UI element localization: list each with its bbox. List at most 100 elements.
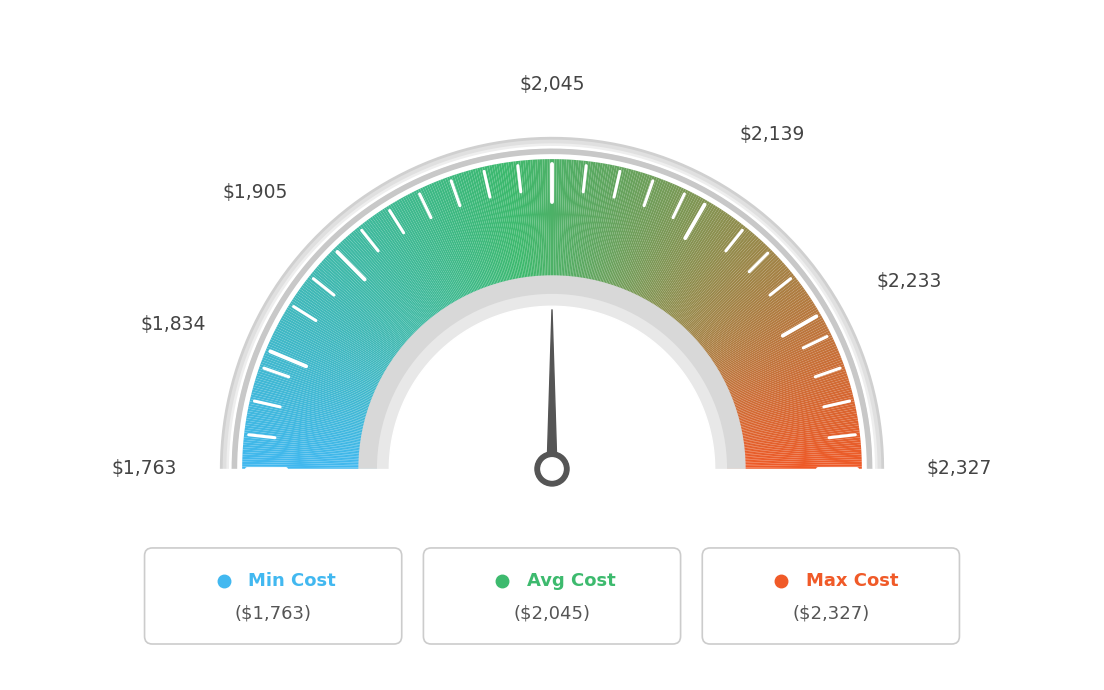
- Wedge shape: [611, 177, 659, 306]
- Wedge shape: [709, 335, 832, 395]
- Wedge shape: [638, 200, 708, 319]
- Wedge shape: [343, 238, 436, 341]
- Wedge shape: [497, 164, 522, 298]
- Wedge shape: [698, 301, 814, 376]
- Wedge shape: [724, 430, 860, 448]
- Wedge shape: [720, 392, 852, 427]
- Wedge shape: [722, 406, 856, 435]
- Wedge shape: [375, 213, 455, 326]
- Wedge shape: [347, 235, 438, 339]
- Wedge shape: [681, 262, 785, 354]
- Wedge shape: [696, 295, 809, 373]
- Wedge shape: [284, 311, 403, 382]
- Wedge shape: [382, 208, 458, 324]
- Wedge shape: [315, 268, 420, 357]
- Wedge shape: [351, 232, 440, 337]
- Wedge shape: [577, 163, 601, 297]
- Wedge shape: [275, 328, 397, 391]
- Wedge shape: [328, 253, 427, 349]
- Wedge shape: [725, 462, 862, 466]
- Polygon shape: [72, 469, 1032, 690]
- Wedge shape: [637, 199, 705, 318]
- Wedge shape: [535, 159, 544, 296]
- Wedge shape: [599, 170, 638, 302]
- Wedge shape: [318, 264, 422, 355]
- Wedge shape: [714, 357, 842, 408]
- Wedge shape: [608, 176, 655, 305]
- Wedge shape: [434, 181, 487, 308]
- Wedge shape: [445, 177, 493, 306]
- Wedge shape: [705, 324, 827, 389]
- Wedge shape: [248, 406, 382, 435]
- Wedge shape: [581, 164, 605, 298]
- Wedge shape: [310, 273, 417, 360]
- Polygon shape: [548, 309, 556, 469]
- Wedge shape: [300, 287, 412, 368]
- Wedge shape: [724, 435, 860, 451]
- Wedge shape: [688, 275, 795, 362]
- Wedge shape: [464, 171, 503, 303]
- Wedge shape: [666, 235, 757, 339]
- Wedge shape: [526, 160, 539, 296]
- Wedge shape: [243, 442, 379, 455]
- FancyBboxPatch shape: [145, 548, 402, 644]
- Wedge shape: [590, 166, 622, 300]
- Wedge shape: [544, 159, 550, 295]
- Wedge shape: [628, 190, 690, 314]
- Wedge shape: [712, 351, 839, 404]
- Wedge shape: [703, 317, 824, 385]
- Wedge shape: [278, 322, 400, 388]
- Wedge shape: [724, 425, 859, 446]
- Circle shape: [535, 452, 569, 486]
- Text: Max Cost: Max Cost: [806, 573, 899, 591]
- Wedge shape: [629, 192, 692, 315]
- Wedge shape: [604, 173, 648, 304]
- Wedge shape: [298, 289, 411, 369]
- Wedge shape: [489, 165, 518, 299]
- Wedge shape: [697, 297, 811, 374]
- Wedge shape: [501, 163, 524, 298]
- Wedge shape: [725, 460, 862, 465]
- Wedge shape: [251, 397, 383, 430]
- Wedge shape: [720, 387, 851, 424]
- Wedge shape: [683, 266, 787, 356]
- Wedge shape: [710, 342, 836, 399]
- Wedge shape: [276, 326, 399, 390]
- Wedge shape: [470, 170, 508, 302]
- Wedge shape: [631, 194, 697, 315]
- Wedge shape: [242, 464, 379, 468]
- Wedge shape: [291, 299, 407, 375]
- Wedge shape: [709, 337, 834, 396]
- Wedge shape: [242, 457, 379, 464]
- Wedge shape: [244, 433, 380, 450]
- Wedge shape: [352, 230, 442, 336]
- Wedge shape: [656, 221, 740, 331]
- Wedge shape: [412, 192, 475, 315]
- Wedge shape: [625, 188, 683, 312]
- Wedge shape: [325, 257, 425, 351]
- Wedge shape: [266, 348, 392, 402]
- Wedge shape: [652, 217, 734, 328]
- Wedge shape: [576, 162, 598, 297]
- Wedge shape: [287, 307, 404, 380]
- Wedge shape: [253, 385, 385, 423]
- Wedge shape: [280, 317, 401, 385]
- Wedge shape: [641, 204, 714, 321]
- Wedge shape: [671, 243, 766, 344]
- Wedge shape: [679, 257, 779, 351]
- Wedge shape: [243, 440, 380, 454]
- Wedge shape: [597, 170, 636, 302]
- Wedge shape: [658, 224, 744, 333]
- Wedge shape: [596, 170, 634, 302]
- Wedge shape: [394, 201, 465, 319]
- Wedge shape: [713, 353, 840, 405]
- Wedge shape: [421, 188, 479, 312]
- Wedge shape: [277, 324, 399, 389]
- Wedge shape: [259, 364, 389, 411]
- Wedge shape: [569, 161, 584, 296]
- Wedge shape: [719, 380, 850, 420]
- Wedge shape: [719, 385, 851, 423]
- Wedge shape: [258, 366, 389, 413]
- Wedge shape: [594, 168, 629, 301]
- Wedge shape: [725, 444, 861, 457]
